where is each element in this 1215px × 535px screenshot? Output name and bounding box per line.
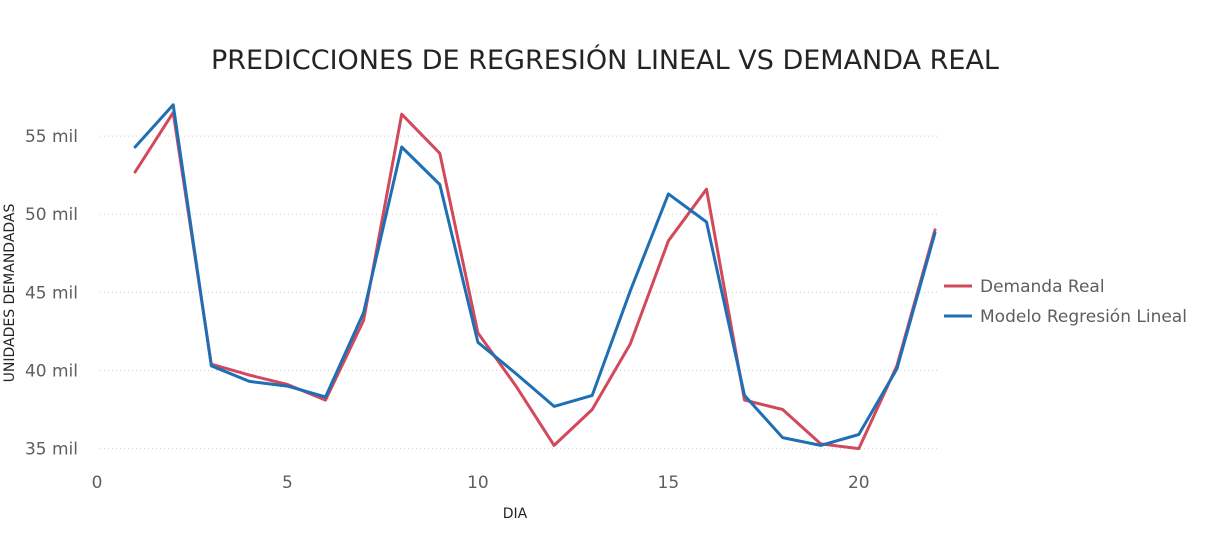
y-tick-label: 55 mil (25, 127, 78, 147)
y-axis-ticks: 35 mil 40 mil 45 mil 50 mil 55 mil (25, 127, 78, 460)
x-tick-label: 5 (282, 473, 293, 493)
chart-title: PREDICCIONES DE REGRESIÓN LINEAL VS DEMA… (211, 44, 999, 76)
x-tick-label: 0 (92, 473, 103, 493)
legend-item-modelo-regresion-lineal[interactable]: Modelo Regresión Lineal (944, 307, 1187, 327)
legend[interactable]: Demanda Real Modelo Regresión Lineal (944, 277, 1187, 327)
gridlines (100, 135, 940, 450)
series-lines (133, 103, 937, 451)
legend-item-demanda-real[interactable]: Demanda Real (944, 277, 1105, 297)
y-tick-label: 50 mil (25, 205, 78, 225)
x-tick-label: 15 (658, 473, 680, 493)
y-tick-label: 35 mil (25, 440, 78, 460)
x-tick-label: 20 (848, 473, 870, 493)
legend-label: Demanda Real (980, 277, 1105, 297)
series-line-modelo-regresion-lineal (133, 103, 937, 447)
y-tick-label: 45 mil (25, 283, 78, 303)
x-tick-label: 10 (467, 473, 489, 493)
x-axis-ticks: 0 5 10 15 20 (92, 473, 870, 493)
legend-label: Modelo Regresión Lineal (980, 307, 1187, 327)
x-axis-title: DIA (503, 506, 528, 522)
y-axis-title: UNIDADES DEMANDADAS (2, 203, 18, 382)
y-tick-label: 40 mil (25, 361, 78, 381)
series-line-demanda-real (133, 111, 937, 451)
